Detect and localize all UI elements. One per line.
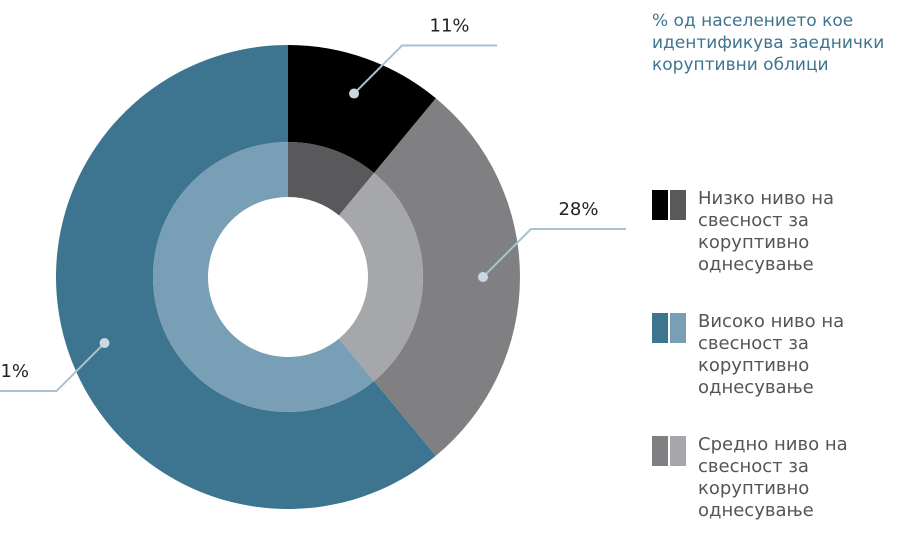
slice-outer (288, 45, 436, 173)
legend-label: Низко ниво на свесност за коруптивно одн… (698, 188, 835, 275)
value-label: 11% (430, 16, 470, 37)
legend-swatch (652, 313, 668, 343)
chart-title: % од населението кое идентификува заедни… (652, 11, 885, 75)
value-label: 61% (0, 361, 29, 382)
leader-dot (99, 338, 110, 349)
legend-label: Високо ниво на свесност за коруптивно од… (698, 311, 845, 398)
slice-inner (288, 142, 375, 216)
slice-inner (153, 142, 375, 413)
slice-outer (374, 98, 520, 456)
slice-inner (338, 172, 423, 382)
legend-swatch (670, 436, 686, 466)
leader-dot (478, 272, 488, 282)
value-label: 28% (558, 199, 598, 220)
legend-swatch (652, 190, 668, 220)
leader-dot (349, 88, 360, 99)
legend-label: Средно ниво на свесност за коруптивно од… (698, 434, 848, 521)
legend-swatch (670, 190, 686, 220)
legend-item: Средно ниво на свесност за коруптивно од… (652, 434, 902, 534)
legend-swatch (670, 313, 686, 343)
leader-line (353, 44, 498, 95)
legend-item: Високо ниво на свесност за коруптивно од… (652, 311, 902, 411)
leader-line (482, 228, 626, 278)
legend-item: Низко ниво на свесност за коруптивно одн… (652, 188, 902, 288)
legend-swatch (652, 436, 668, 466)
slice-outer (56, 45, 436, 509)
leader-line (0, 342, 106, 393)
